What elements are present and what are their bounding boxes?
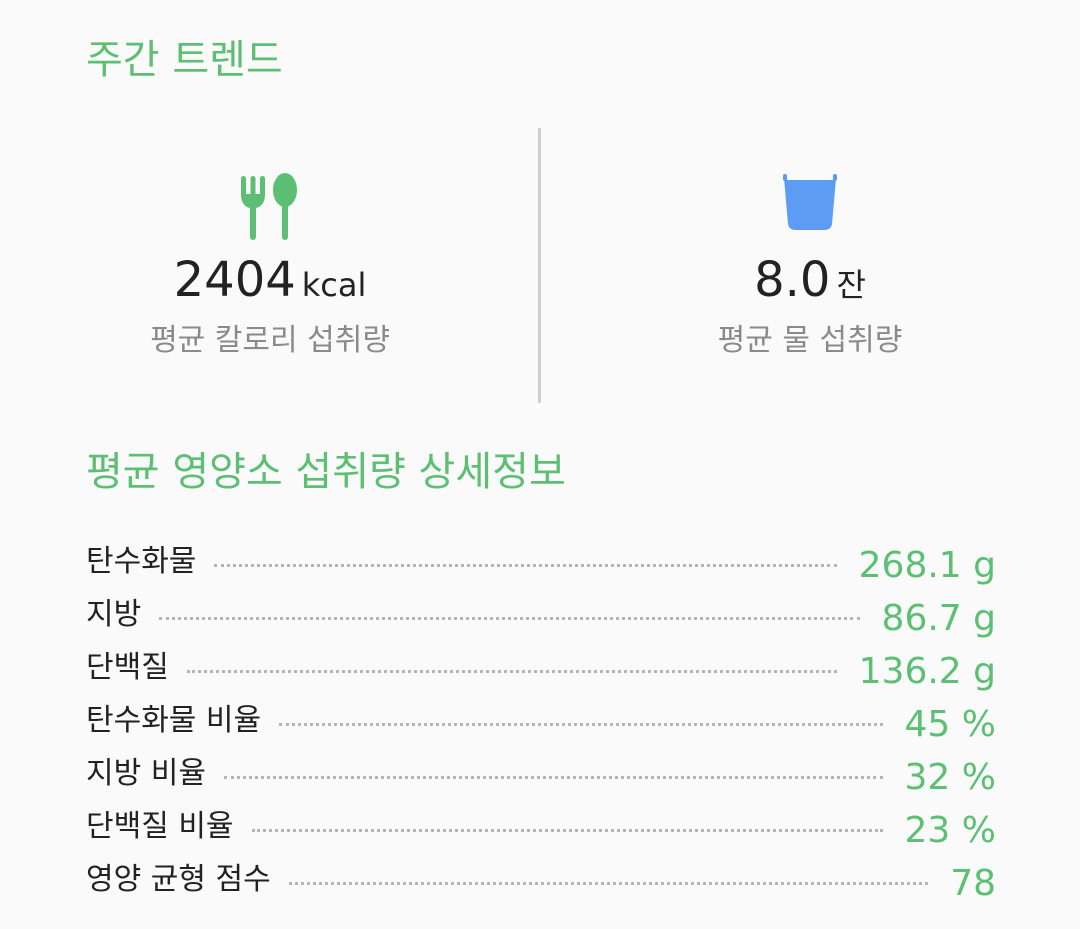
dotted-leader (288, 882, 929, 885)
nutrient-label: 탄수화물 비율 (86, 703, 262, 738)
nutrient-value: 86.7 g (881, 598, 996, 639)
weekly-stats: 2404 kcal 평균 칼로리 섭취량 8.0 잔 평균 물 섭취량 (0, 128, 1080, 403)
calorie-value: 2404 (173, 252, 296, 308)
weekly-trend-title: 주간 트렌드 (86, 37, 283, 83)
calorie-unit: kcal (301, 266, 367, 304)
nutrient-row-carbs: 탄수화물 268.1 g (86, 532, 996, 585)
nutrient-value: 45 % (904, 704, 996, 745)
nutrient-label: 영양 균형 점수 (86, 862, 271, 897)
nutrient-label: 단백질 비율 (86, 809, 234, 844)
nutrient-detail-list: 탄수화물 268.1 g 지방 86.7 g 단백질 136.2 g 탄수화물 … (86, 532, 996, 903)
nutrient-detail-title: 평균 영양소 섭취량 상세정보 (86, 449, 566, 495)
water-stat: 8.0 잔 평균 물 섭취량 (540, 128, 1080, 403)
nutrient-row-protein: 단백질 136.2 g (86, 638, 996, 691)
nutrient-label: 지방 비율 (86, 756, 206, 791)
nutrient-label: 탄수화물 (86, 544, 197, 579)
nutrient-value: 78 (950, 863, 996, 904)
nutrient-label: 단백질 (86, 650, 169, 685)
water-cup-icon (782, 172, 838, 236)
water-value: 8.0 (754, 252, 831, 308)
water-label: 평균 물 섭취량 (717, 323, 903, 358)
dotted-leader (223, 776, 883, 779)
dotted-leader (214, 564, 837, 567)
nutrient-row-carbs-ratio: 탄수화물 비율 45 % (86, 691, 996, 744)
water-unit: 잔 (836, 266, 866, 304)
fork-spoon-icon (239, 172, 301, 244)
dotted-leader (279, 723, 883, 726)
nutrient-value: 23 % (904, 810, 996, 851)
nutrient-value: 32 % (904, 757, 996, 798)
nutrient-row-fat: 지방 86.7 g (86, 585, 996, 638)
dotted-leader (251, 829, 883, 832)
nutrient-label: 지방 (86, 597, 142, 632)
nutrient-row-protein-ratio: 단백질 비율 23 % (86, 797, 996, 850)
nutrient-row-balance-score: 영양 균형 점수 78 (86, 850, 996, 903)
dotted-leader (186, 670, 837, 673)
nutrient-value: 268.1 g (858, 545, 996, 586)
nutrient-row-fat-ratio: 지방 비율 32 % (86, 744, 996, 797)
nutrient-value: 136.2 g (858, 651, 996, 692)
stats-divider (538, 128, 541, 403)
calorie-stat: 2404 kcal 평균 칼로리 섭취량 (0, 128, 540, 403)
calorie-label: 평균 칼로리 섭취량 (150, 323, 390, 358)
dotted-leader (159, 617, 860, 620)
